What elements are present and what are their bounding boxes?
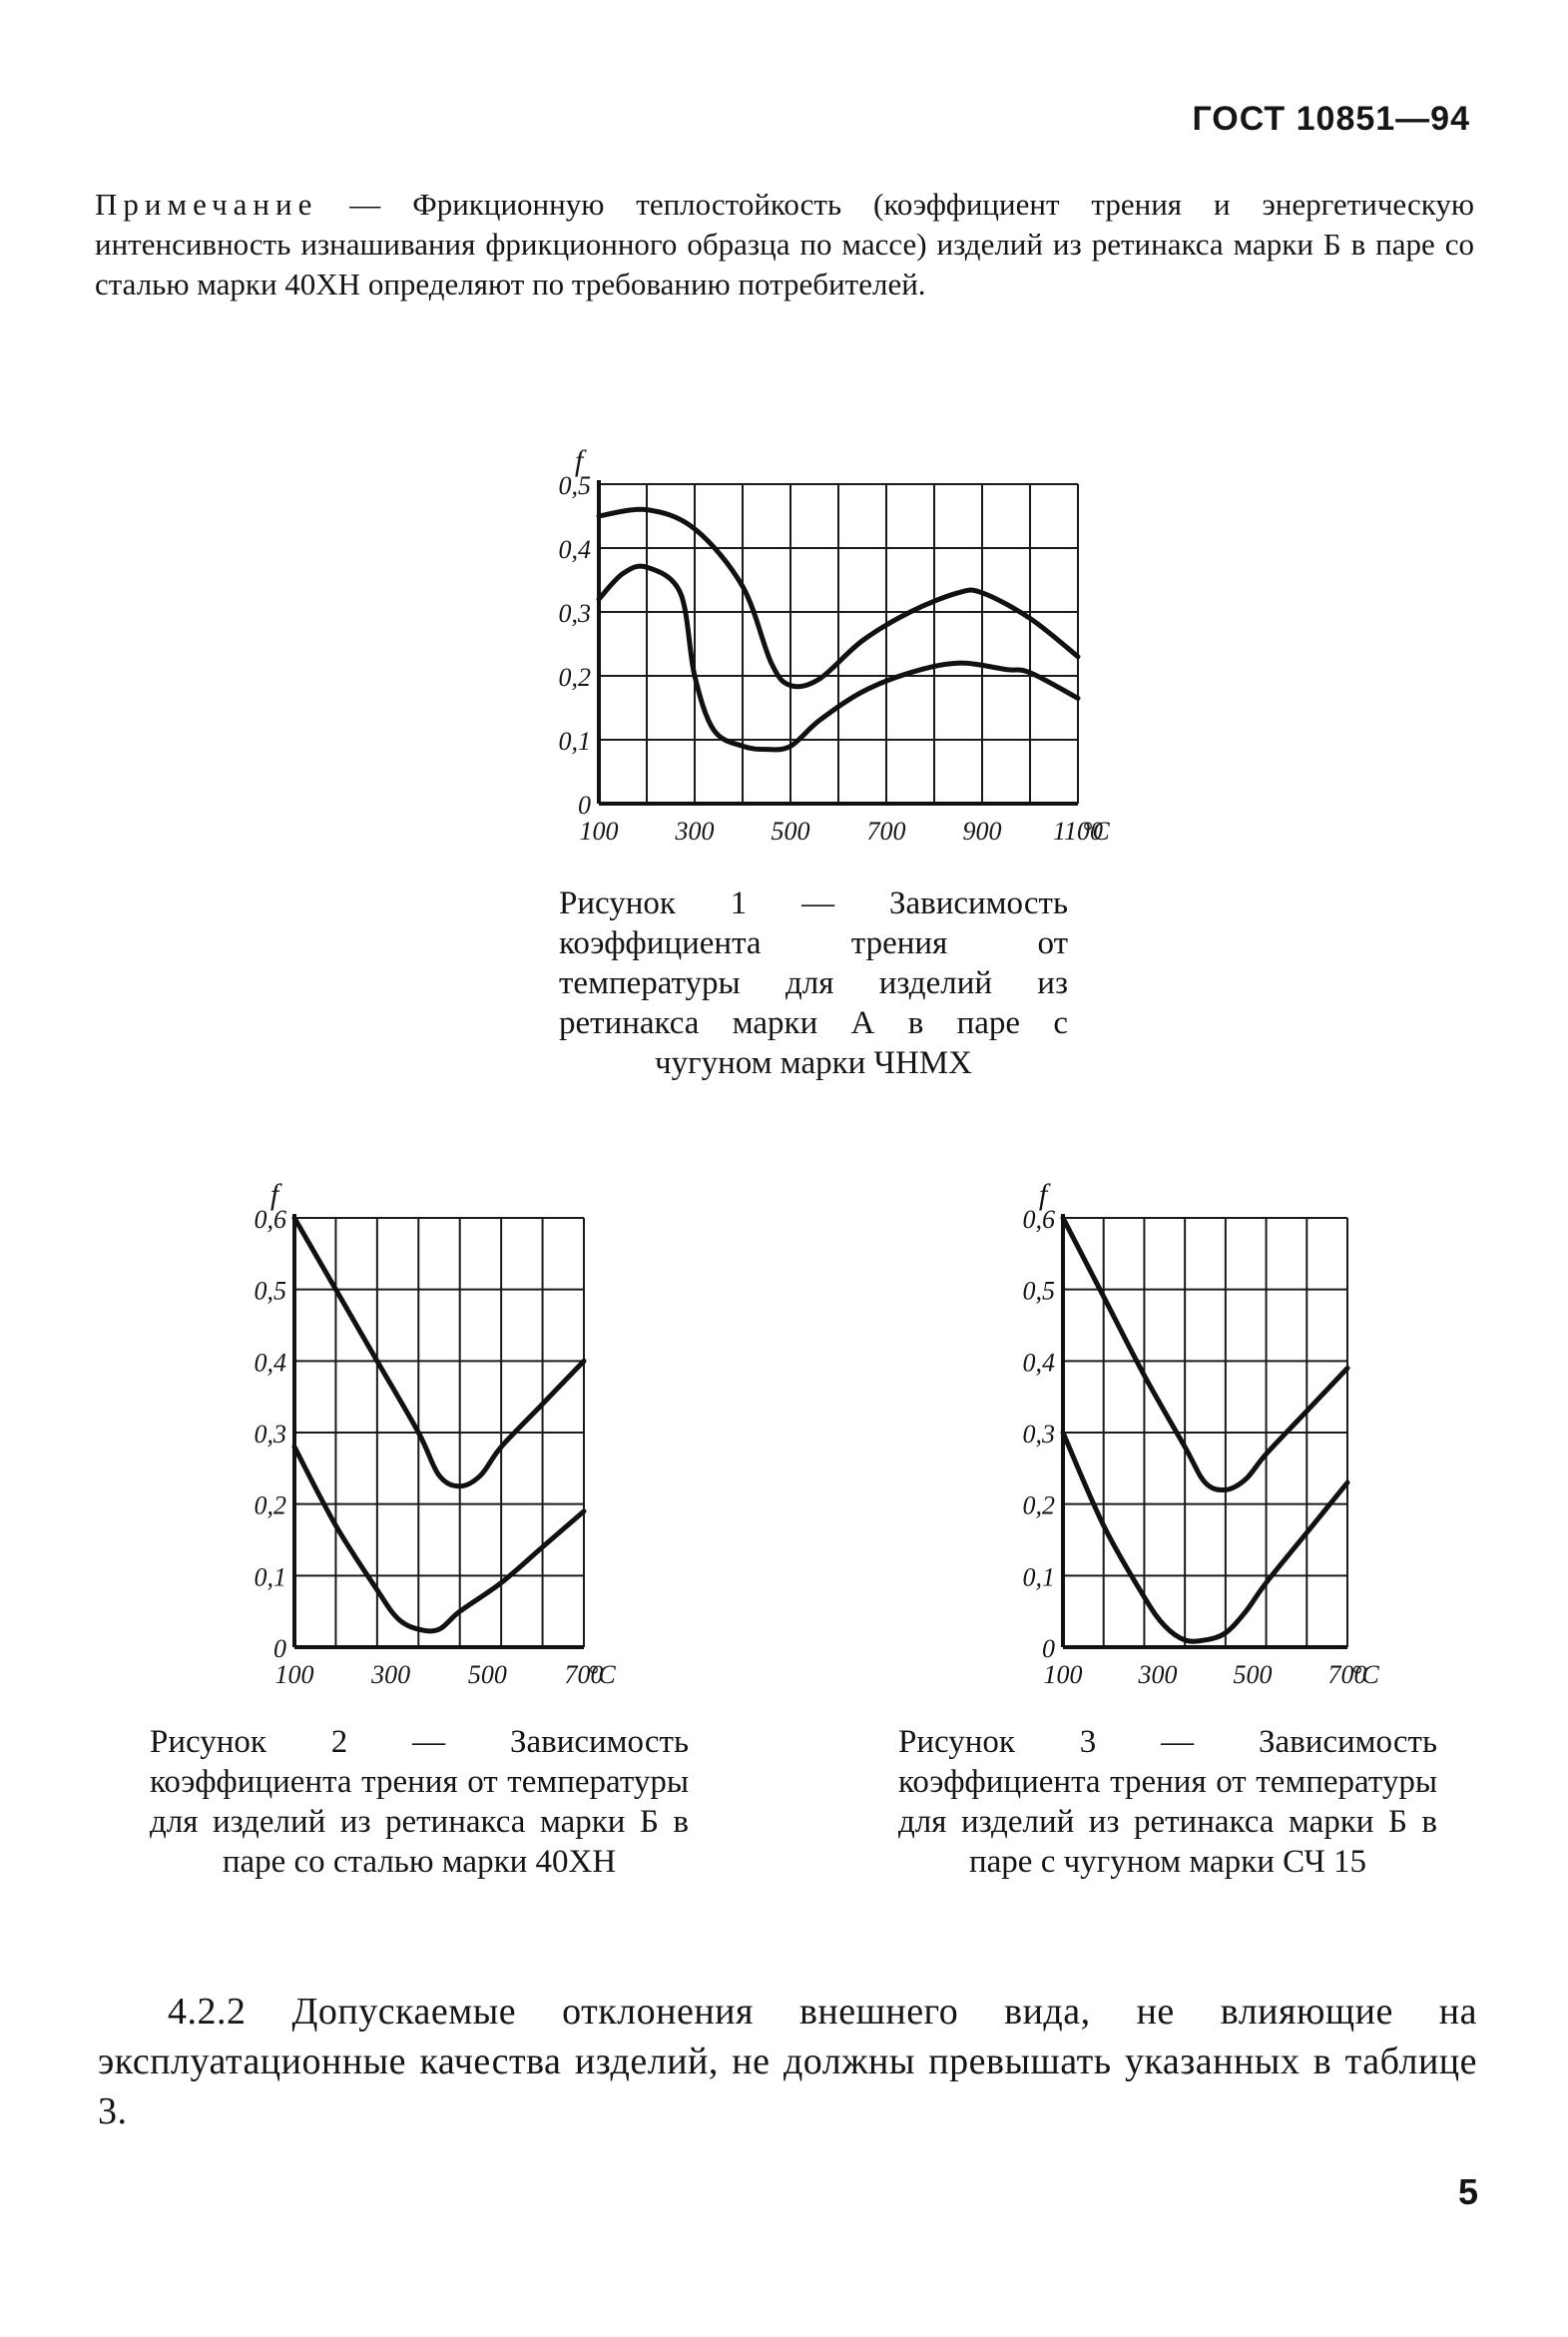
page-number: 5 [1457, 2171, 1478, 2212]
y-tick-label: 0,3 [255, 1420, 287, 1449]
x-tick-label: 100 [1044, 1660, 1083, 1689]
series-line [596, 563, 1081, 753]
clause-text: 4.2.2 Допускаемые отклонения внешнего ви… [98, 1991, 1477, 2132]
y-tick-label: 0,4 [255, 1348, 287, 1377]
figure-1-caption: Рисунок 1 — Зависимость коэффициента тре… [559, 885, 1068, 1081]
x-tick-label: 300 [1138, 1660, 1178, 1689]
series-line [291, 1215, 587, 1489]
grid [1062, 1217, 1348, 1648]
y-tick-label: 0,5 [559, 471, 592, 500]
y-tick-label: 0,2 [1023, 1491, 1056, 1520]
x-tick-label: 500 [1234, 1660, 1273, 1689]
x-tick-label: 1100 [1053, 817, 1103, 846]
y-tick-label: 0,3 [1023, 1420, 1056, 1449]
y-tick-label: 0,1 [559, 727, 592, 756]
figure-3-chart: 0 0,1 0,2 0,3 0,4 0,5 0,6 100 300 500 700 °С f [1003, 1158, 1392, 1717]
y-tick-label: 0,1 [1023, 1562, 1056, 1591]
x-tick-label: 500 [468, 1660, 507, 1689]
figure-2-chart: 0 0,1 0,2 0,3 0,4 0,5 0,6 100 300 500 700 °С f [230, 1158, 629, 1717]
x-tick-label: 300 [675, 817, 715, 846]
y-tick-label: 0 [1042, 1634, 1055, 1663]
figure-2-caption: Рисунок 2 — Зависимость коэффициента тре… [150, 1724, 689, 1880]
y-tick-label: 0,6 [255, 1205, 287, 1234]
y-tick-label: 0,1 [255, 1562, 287, 1591]
y-tick-label: 0,5 [1023, 1277, 1056, 1306]
y-tick-label: 0,4 [1023, 1348, 1056, 1377]
note-paragraph: Примечание — Фрикционную теплостойкость … [95, 185, 1474, 304]
series-line [291, 1444, 587, 1634]
x-unit-label: °С [1351, 1660, 1379, 1689]
figure-3-caption: Рисунок 3 — Зависимость коэффициента тре… [898, 1724, 1437, 1880]
clause-4-2-2: 4.2.2 Допускаемые отклонения внешнего ви… [98, 1987, 1477, 2136]
y-tick-label: 0 [578, 791, 591, 820]
y-tick-label: 0,4 [559, 535, 592, 564]
standard-header: ГОСТ 10851—94 [1192, 100, 1470, 138]
series-line [1060, 1430, 1350, 1644]
series-line [596, 506, 1081, 690]
grid [598, 483, 1079, 805]
x-tick-label: 700 [1328, 1660, 1367, 1689]
x-tick-label: 300 [370, 1660, 410, 1689]
x-tick-label: 700 [867, 817, 906, 846]
x-tick-label: 700 [565, 1660, 604, 1689]
y-tick-label: 0,6 [1023, 1205, 1056, 1234]
x-tick-label: 100 [580, 817, 619, 846]
x-tick-label: 900 [963, 817, 1002, 846]
series-line [1060, 1215, 1350, 1492]
note-text: — Фрикционную теплостойкость (коэффициен… [95, 187, 1474, 301]
y-tick-label: 0 [273, 1634, 286, 1663]
y-tick-label: 0,2 [559, 663, 592, 692]
y-tick-label: 0,5 [255, 1277, 287, 1306]
x-tick-label: 100 [275, 1660, 314, 1689]
figure-1-chart: 0 0,1 0,2 0,3 0,4 0,5 100 300 500 700 900 1100 °С f [544, 439, 1111, 859]
note-lead: Примечание [95, 187, 318, 222]
x-unit-label: °С [1082, 817, 1110, 846]
grid [293, 1217, 585, 1648]
x-unit-label: °С [588, 1660, 616, 1689]
y-tick-label: 0,3 [559, 599, 592, 628]
y-tick-label: 0,2 [255, 1491, 287, 1520]
x-tick-label: 500 [772, 817, 810, 846]
